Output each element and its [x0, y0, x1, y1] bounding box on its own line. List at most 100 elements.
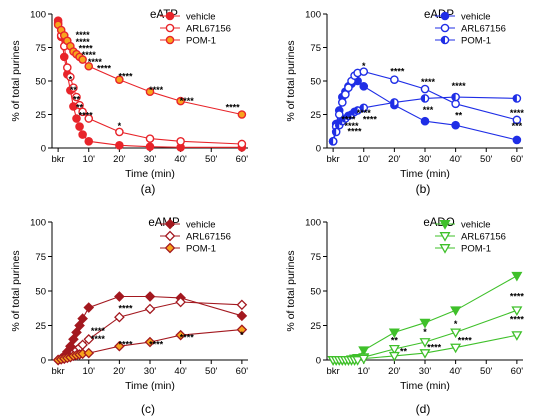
legend-label: POM-1 — [461, 243, 491, 254]
x-tick-label: 30' — [419, 154, 432, 165]
legend-marker — [164, 230, 176, 242]
data-point — [451, 120, 460, 130]
y-tick-label: 25 — [310, 110, 321, 121]
legend-marker-half — [441, 36, 445, 44]
significance-marker: **** — [97, 64, 112, 74]
data-point — [144, 336, 156, 348]
y-tick-label: 75 — [35, 43, 46, 54]
data-point — [511, 331, 523, 341]
data-point — [72, 114, 81, 123]
data-point-half — [360, 104, 364, 112]
x-axis-title: Time (min) — [400, 380, 450, 392]
significance-marker: **** — [363, 115, 378, 125]
data-point — [388, 351, 400, 362]
y-tick-label: 50 — [35, 286, 46, 297]
significance-marker: **** — [510, 108, 525, 118]
significance-marker: **** — [510, 291, 525, 301]
x-tick-label: 40' — [174, 154, 187, 165]
data-point — [115, 127, 124, 137]
x-tick-label: 20' — [388, 154, 401, 165]
data-point-half — [421, 94, 425, 103]
significance-marker: *** — [423, 105, 434, 115]
data-point — [175, 296, 186, 308]
x-tick-label: 30' — [144, 154, 157, 165]
y-tick-label: 25 — [310, 321, 321, 332]
y-tick-label: 0 — [41, 143, 46, 154]
panel-b: 0 25 50 75 100 bkr 10' 20' 30' 40' 50' 60' Time (min… — [285, 9, 524, 196]
y-tick-label: 50 — [35, 76, 46, 87]
data-point — [512, 135, 522, 145]
data-point — [74, 320, 85, 331]
significance-marker: **** — [458, 335, 473, 345]
x-tick-label: 40' — [449, 366, 462, 377]
significance-marker: * — [118, 121, 122, 131]
x-tick-label: 20' — [388, 366, 401, 377]
significance-marker: **** — [421, 77, 436, 87]
data-point — [419, 338, 431, 348]
panel-c: 0 25 50 75 100 bkr 10' 20' 30' 40' 50' 60' Time (min… — [10, 217, 248, 416]
y-axis-title: % of total purines — [10, 250, 22, 331]
x-tick-label: 20' — [113, 366, 126, 377]
x-tick-label: 60' — [511, 154, 524, 165]
significance-marker: **** — [79, 44, 94, 54]
legend-marker — [439, 220, 451, 230]
series-vehicle — [53, 16, 247, 152]
data-point — [236, 310, 248, 322]
data-point — [511, 271, 523, 282]
x-tick-label: 40' — [449, 154, 462, 165]
data-point — [71, 327, 82, 338]
data-point — [175, 329, 186, 341]
data-point — [419, 349, 431, 359]
x-tick-label: 60' — [511, 366, 524, 377]
legend-label: ARL67156 — [186, 231, 231, 242]
data-point — [511, 306, 523, 317]
x-tick-label: 60' — [236, 366, 249, 377]
data-point — [77, 313, 88, 324]
data-point — [512, 115, 522, 125]
legend-marker — [440, 23, 450, 33]
significance-marker: **** — [91, 326, 106, 336]
y-tick-label: 75 — [310, 252, 321, 263]
panel-title: eADP — [424, 9, 454, 21]
y-tick-label: 25 — [35, 321, 46, 332]
data-point — [236, 299, 248, 311]
data-point — [78, 107, 87, 117]
x-tick-label: 10' — [358, 366, 371, 377]
legend-label: vehicle — [461, 219, 491, 230]
y-tick-label: 75 — [310, 43, 321, 54]
y-tick-label: 0 — [316, 355, 321, 366]
significance-marker: **** — [88, 57, 103, 67]
significance-marker: **** — [344, 121, 359, 131]
y-axis-title: % of total purines — [10, 40, 22, 121]
data-point — [388, 328, 400, 339]
x-tick-label: bkr — [52, 366, 65, 377]
series-pom-1 — [53, 20, 247, 119]
legend-label: POM-1 — [186, 35, 216, 46]
data-point — [114, 291, 125, 302]
significance-marker: * — [423, 327, 427, 337]
x-tick-label: 40' — [174, 366, 187, 377]
data-point — [75, 122, 84, 131]
x-tick-label: 50' — [205, 154, 218, 165]
significance-marker: **** — [149, 340, 164, 350]
data-point — [59, 52, 69, 62]
y-tick-label: 25 — [35, 110, 46, 121]
data-point — [420, 84, 430, 94]
data-point — [176, 136, 185, 146]
data-point — [420, 116, 430, 126]
y-tick-label: 100 — [305, 217, 321, 228]
significance-marker: ** — [70, 85, 78, 95]
x-tick-label: 50' — [205, 366, 218, 377]
legend-label: POM-1 — [461, 35, 491, 46]
data-point — [341, 90, 350, 99]
data-point — [390, 75, 399, 84]
data-point — [176, 96, 185, 106]
legend-marker — [165, 23, 175, 33]
data-point-half — [513, 94, 517, 103]
significance-marker: **** — [118, 304, 133, 314]
data-point-half — [390, 98, 395, 107]
data-point — [145, 142, 155, 151]
legend-marker — [440, 11, 450, 21]
series-pom-1 — [52, 324, 248, 366]
significance-marker: * — [69, 74, 73, 84]
